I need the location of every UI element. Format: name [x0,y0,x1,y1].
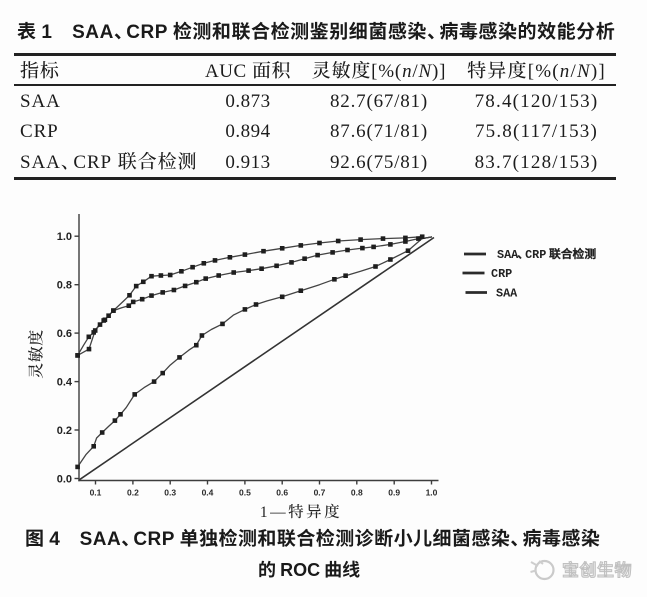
svg-text:1.0: 1.0 [426,488,438,498]
svg-text:1—特异度: 1—特异度 [260,500,342,522]
svg-text:0.1: 0.1 [90,488,102,498]
svg-text:灵敏度: 灵敏度 [24,329,47,379]
svg-text:0.3: 0.3 [164,488,176,498]
svg-text:0.2: 0.2 [127,488,139,498]
svg-text:0.6: 0.6 [57,328,72,340]
svg-text:0.9: 0.9 [388,488,400,498]
svg-text:1.0: 1.0 [57,231,72,243]
svg-text:0.5: 0.5 [239,488,251,498]
svg-text:0.4: 0.4 [57,376,73,388]
svg-text:0.6: 0.6 [276,488,288,498]
svg-text:CRP: CRP [491,264,512,281]
svg-text:SAA: SAA [496,284,518,301]
svg-text:SAA、CRP 联合检测: SAA、CRP 联合检测 [497,245,596,262]
svg-text:0.0: 0.0 [57,473,72,485]
svg-text:0.8: 0.8 [351,488,363,498]
svg-text:0.8: 0.8 [57,280,72,292]
svg-text:0.7: 0.7 [314,488,326,498]
svg-text:0.2: 0.2 [57,425,72,437]
svg-text:0.4: 0.4 [202,488,214,498]
